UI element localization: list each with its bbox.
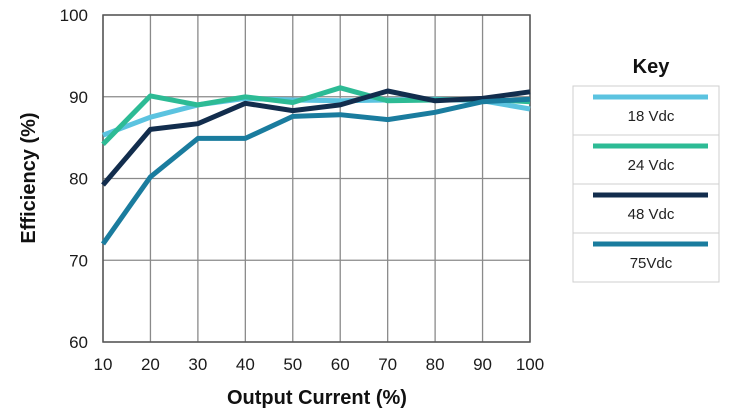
legend: Key 18 Vdc 24 Vdc 48 Vdc 75Vdc (572, 56, 720, 283)
series-lines (100, 85, 531, 246)
x-tick-label: 10 (94, 355, 113, 374)
x-tick-label: 60 (331, 355, 350, 374)
y-tick-label: 70 (69, 251, 88, 270)
y-axis-title: Efficiency (%) (18, 112, 40, 243)
y-tick-label: 80 (69, 170, 88, 189)
x-tick-label: 20 (141, 355, 160, 374)
x-tick-label: 40 (236, 355, 255, 374)
axis-ticks: 10 20 30 40 50 60 70 80 90 100 60 70 80 90 100 (60, 6, 545, 374)
grid-lines (102, 14, 531, 343)
x-axis-title: Output Current (%) (227, 387, 407, 409)
legend-label: 18 Vdc (628, 108, 675, 125)
x-tick-label: 100 (516, 355, 544, 374)
x-tick-label: 90 (473, 355, 492, 374)
x-tick-label: 80 (426, 355, 445, 374)
y-tick-label: 100 (60, 6, 88, 25)
x-tick-label: 70 (378, 355, 397, 374)
x-tick-label: 30 (188, 355, 207, 374)
x-tick-label: 50 (283, 355, 302, 374)
legend-entry (572, 183, 720, 234)
series-line-48-vdc (101, 88, 531, 187)
legend-label: 48 Vdc (628, 206, 675, 223)
plot-frame (102, 14, 531, 343)
legend-label: 24 Vdc (628, 157, 675, 174)
legend-entry (572, 85, 720, 136)
legend-title: Key (633, 56, 671, 78)
y-tick-label: 90 (69, 88, 88, 107)
y-tick-label: 60 (69, 333, 88, 352)
series-line-75vdc (100, 96, 531, 246)
legend-label: 75Vdc (630, 255, 673, 272)
legend-entry (572, 232, 720, 283)
